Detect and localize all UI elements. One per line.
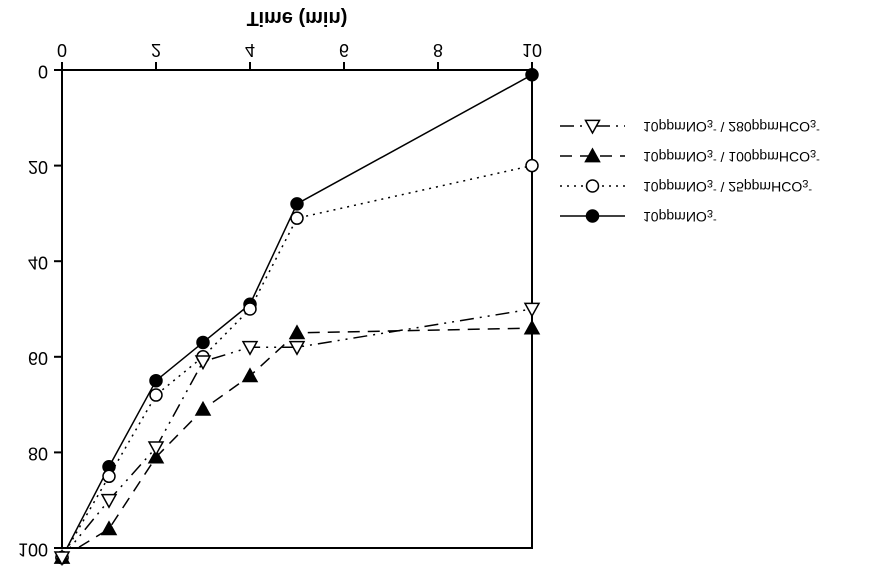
chart-stage: 0 20 40 60 80 100 0 2 4 6 8 10 Time (min) 10ppmNO3- 10… [0,0,893,566]
y-tick-label: 20 [28,157,48,177]
y-tick-label: 80 [28,444,48,464]
x-tick-label: 8 [433,40,443,60]
legend-label: 10ppmNO3- \ 25ppmHCO3- [643,177,812,197]
y-tick-label: 100 [18,539,48,559]
x-tick-label: 0 [57,40,67,60]
chart-svg: 0 20 40 60 80 100 0 2 4 6 8 10 Time (min) 10ppmNO3- 10… [0,0,893,566]
y-tick-label: 40 [28,252,48,272]
x-tick-label: 2 [151,40,161,60]
x-axis-title: Time (min) [247,7,348,29]
x-tick-label: 6 [339,40,349,60]
legend-label: 10ppmNO3- \ 280ppmHCO3- [643,117,820,137]
x-tick-label: 10 [522,40,542,60]
y-tick-label: 60 [28,348,48,368]
legend-label: 10ppmNO3- [643,207,717,227]
x-tick-label: 4 [245,40,255,60]
legend-label: 10ppmNO3- \ 100ppmHCO3- [643,147,820,167]
y-tick-label: 0 [38,61,48,81]
